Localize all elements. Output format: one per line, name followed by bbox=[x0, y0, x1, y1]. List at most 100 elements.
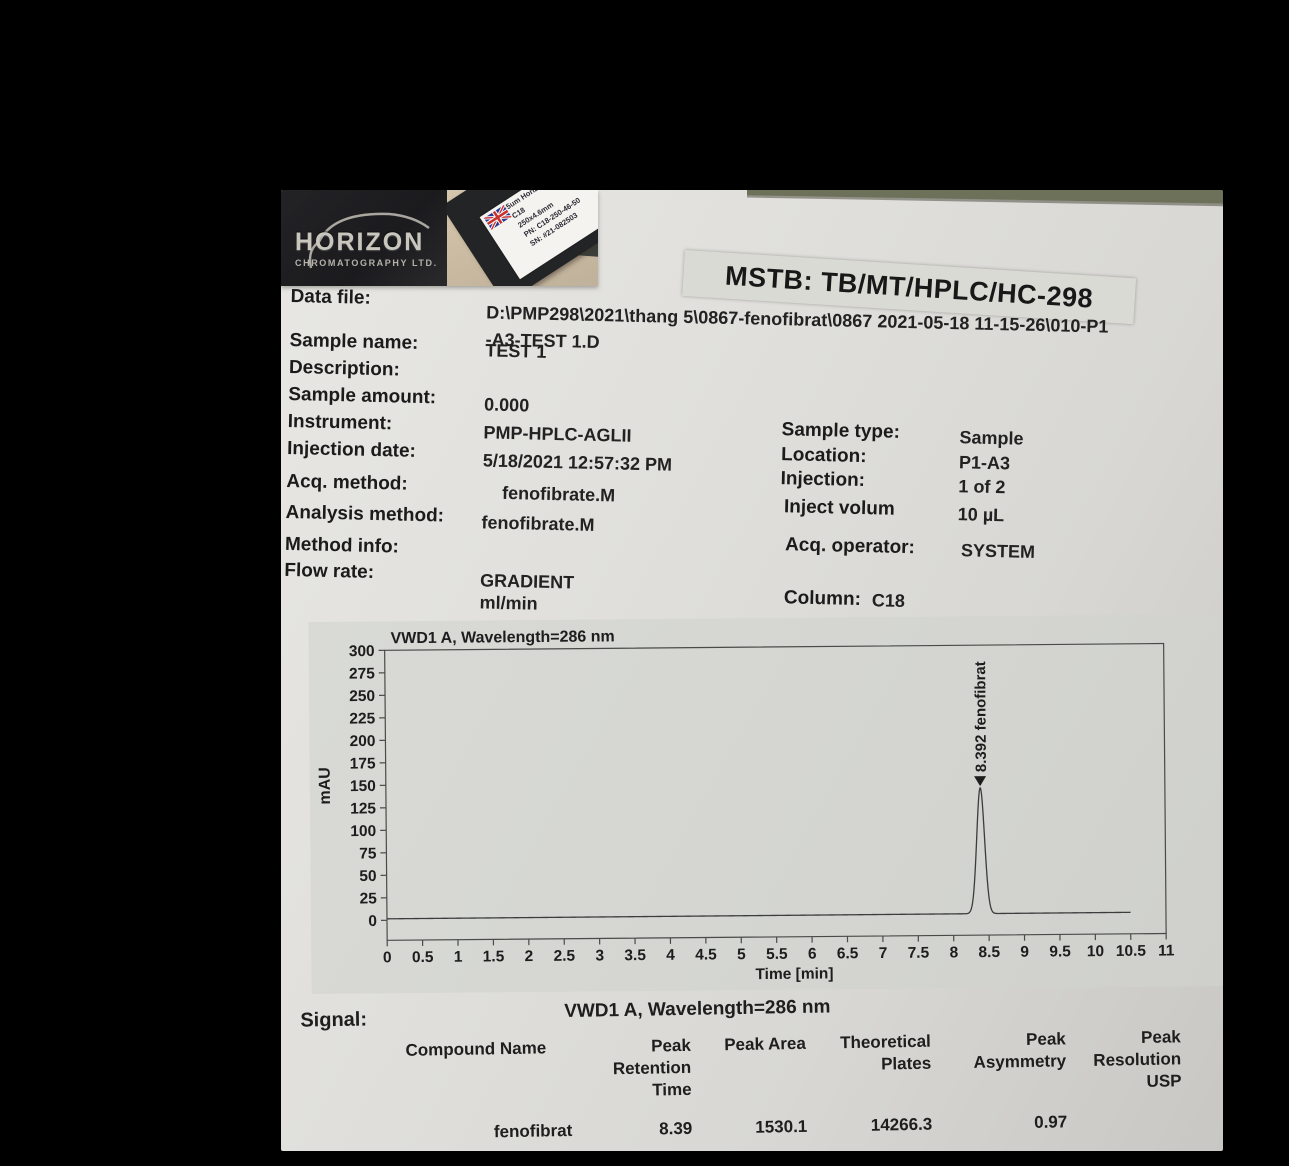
field-label: Data file: bbox=[290, 285, 372, 309]
y-tick-label: 0 bbox=[368, 913, 377, 930]
y-tick-label: 250 bbox=[349, 688, 375, 705]
logo-subtext: CHROMATOGRAPHY LTD. bbox=[295, 258, 438, 268]
field-value: P1-A3 bbox=[958, 452, 1011, 474]
field-value: C18 bbox=[871, 590, 906, 612]
field-label: Instrument: bbox=[287, 410, 393, 435]
x-tick-label: 10.5 bbox=[1116, 943, 1147, 960]
y-axis-label: mAU bbox=[317, 767, 334, 804]
field-value: SYSTEM bbox=[960, 540, 1036, 562]
field-label: Column: bbox=[783, 587, 862, 611]
logo-text: HORIZON bbox=[295, 228, 425, 256]
table-cell-plates: 14266.3 bbox=[870, 1114, 933, 1135]
y-tick-label: 75 bbox=[359, 845, 377, 862]
col-header-asymmetry: Peak Asymmetry bbox=[973, 1029, 1067, 1072]
chromatogram-panel: VWD1 A, Wavelength=286 nm mAU Time [min]… bbox=[308, 614, 1223, 994]
col-header-plates: Theoretical Plates bbox=[839, 1031, 932, 1074]
signal-results-section: Signal: VWD1 A, Wavelength=286 nm Compou… bbox=[281, 980, 1223, 1151]
x-tick-label: 8 bbox=[949, 944, 958, 961]
field-value: ml/min bbox=[479, 592, 538, 614]
x-tick-label: 2.5 bbox=[554, 948, 576, 965]
y-tick-label: 200 bbox=[349, 733, 375, 750]
field-label: Sample type: bbox=[781, 419, 901, 443]
x-tick-label: 2 bbox=[525, 948, 534, 965]
x-tick-label: 1 bbox=[454, 949, 463, 966]
y-tick-label: 175 bbox=[350, 755, 376, 772]
chart-title: VWD1 A, Wavelength=286 nm bbox=[390, 628, 614, 647]
x-tick-label: 0 bbox=[383, 949, 392, 966]
field-label: Description: bbox=[288, 356, 401, 381]
column-label-text: 5um Horizon C18 250x4.6mm PN: C18-250-46… bbox=[504, 190, 582, 248]
y-tick-label: 150 bbox=[350, 778, 376, 795]
field-label: Injection date: bbox=[286, 437, 417, 462]
x-tick-label: 5 bbox=[737, 946, 746, 963]
x-tick-label: 1.5 bbox=[483, 948, 505, 965]
x-tick-label: 11 bbox=[1158, 942, 1175, 959]
col-header-compound: Compound Name bbox=[405, 1038, 547, 1060]
field-value: Sample bbox=[959, 427, 1024, 449]
field-value: fenofibrate.M bbox=[501, 482, 616, 506]
field-value: fenofibrate.M bbox=[481, 512, 595, 535]
col-header-area: Peak Area bbox=[724, 1033, 806, 1055]
field-value: 10 µL bbox=[957, 504, 1005, 526]
field-label: Location: bbox=[780, 444, 867, 468]
x-tick-label: 4.5 bbox=[695, 946, 717, 963]
horizon-logo-card: HORIZON CHROMATOGRAPHY LTD. bbox=[281, 190, 447, 286]
field-label: Method info: bbox=[284, 533, 400, 558]
chromatogram-chart: VWD1 A, Wavelength=286 nm mAU Time [min]… bbox=[317, 628, 1175, 983]
field-value: 1 of 2 bbox=[958, 476, 1006, 498]
x-tick-label: 9 bbox=[1020, 944, 1029, 961]
peak-annotation: 8.392 fenofibrat bbox=[972, 661, 990, 772]
table-cell-area: 1530.1 bbox=[755, 1116, 808, 1137]
table-cell-resolution bbox=[1077, 1110, 1182, 1112]
x-tick-label: 10 bbox=[1087, 943, 1104, 960]
field-value: 5/18/2021 12:57:32 PM bbox=[482, 450, 673, 475]
field-value: PMP-HPLC-AGLII bbox=[483, 422, 632, 446]
x-tick-label: 9.5 bbox=[1049, 943, 1071, 960]
signal-value: VWD1 A, Wavelength=286 nm bbox=[564, 996, 831, 1023]
signal-trace bbox=[386, 787, 1131, 920]
y-tick-label: 275 bbox=[349, 665, 375, 682]
field-label: Sample name: bbox=[289, 329, 419, 354]
logo-swoosh-icon bbox=[308, 212, 430, 269]
field-value: GRADIENT bbox=[479, 570, 575, 593]
x-tick-label: 7.5 bbox=[908, 945, 930, 962]
field-label: Flow rate: bbox=[284, 559, 375, 583]
plot-frame bbox=[384, 642, 1167, 941]
y-tick-label: 25 bbox=[359, 890, 377, 907]
x-tick-label: 6.5 bbox=[837, 945, 859, 962]
y-tick-label: 100 bbox=[350, 823, 376, 840]
x-tick-label: 7 bbox=[879, 945, 888, 962]
col-header-resolution: Peak Resolution USP bbox=[1093, 1027, 1182, 1091]
table-cell-compound: fenofibrat bbox=[493, 1120, 573, 1142]
column-box: 5um Horizon C18 250x4.6mm PN: C18-250-46… bbox=[447, 190, 598, 286]
column-box-label: 5um Horizon C18 250x4.6mm PN: C18-250-46… bbox=[479, 190, 598, 280]
field-label: Sample amount: bbox=[288, 383, 437, 409]
x-tick-label: 4 bbox=[666, 947, 675, 964]
peak-marker-icon bbox=[974, 776, 987, 787]
sample-info-section: Data file: D:\PMP298\2021\thang 5\0867-f… bbox=[283, 278, 1215, 634]
column-box-photo: 5um Horizon C18 250x4.6mm PN: C18-250-46… bbox=[447, 190, 598, 286]
y-tick-label: 300 bbox=[349, 643, 375, 660]
x-tick-label: 0.5 bbox=[412, 949, 434, 966]
y-tick-label: 225 bbox=[349, 710, 375, 727]
field-label: Analysis method: bbox=[285, 501, 445, 527]
x-tick-label: 8.5 bbox=[978, 944, 1000, 961]
x-tick-label: 5.5 bbox=[766, 946, 788, 963]
field-label: Inject volum bbox=[783, 496, 896, 520]
table-cell-retention: 8.39 bbox=[659, 1118, 693, 1139]
table-cell-asymmetry: 0.97 bbox=[1033, 1112, 1068, 1132]
col-header-retention: Peak Retention Time bbox=[612, 1035, 692, 1100]
brand-strip: HORIZON CHROMATOGRAPHY LTD. 5um Hori bbox=[281, 190, 598, 286]
y-tick-label: 50 bbox=[359, 868, 376, 885]
uk-flag-icon bbox=[483, 205, 512, 230]
field-label: Acq. operator: bbox=[784, 534, 916, 559]
field-value: 0.000 bbox=[483, 394, 530, 416]
document-photo: HORIZON CHROMATOGRAPHY LTD. 5um Hori bbox=[281, 190, 1223, 1151]
x-tick-label: 6 bbox=[808, 946, 817, 963]
x-axis-label: Time [min] bbox=[755, 965, 833, 983]
y-tick-label: 125 bbox=[350, 800, 376, 817]
field-label: Acq. method: bbox=[286, 470, 408, 495]
signal-label: Signal: bbox=[300, 1008, 368, 1032]
